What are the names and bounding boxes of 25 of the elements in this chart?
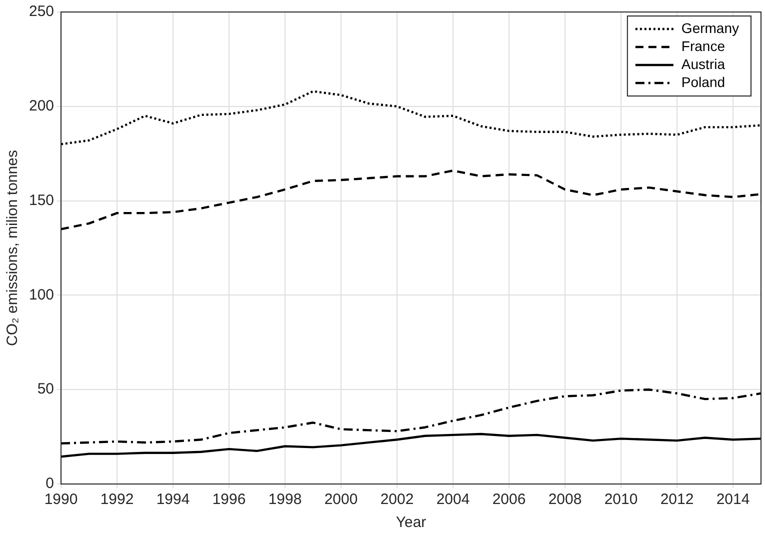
x-tick-label: 2014	[716, 491, 750, 508]
x-axis-title: Year	[396, 514, 426, 532]
x-tick-label: 1992	[100, 491, 134, 508]
y-tick-label: 200	[28, 98, 54, 115]
legend-label: France	[681, 38, 726, 54]
x-tick-label: 2002	[380, 491, 414, 508]
x-tick-label: 2008	[548, 491, 582, 508]
x-tick-label: 2000	[324, 491, 358, 508]
legend-label: Germany	[681, 20, 740, 36]
x-tick-label: 2004	[436, 491, 470, 508]
x-tick-label: 1998	[268, 491, 302, 508]
y-tick-label: 250	[28, 3, 54, 20]
x-tick-label: 1994	[156, 491, 190, 508]
legend-label: Poland	[681, 74, 726, 90]
x-tick-label: 2012	[660, 491, 694, 508]
y-tick-label: 0	[46, 475, 54, 492]
x-tick-label: 2010	[604, 491, 638, 508]
y-tick-label: 150	[28, 192, 54, 209]
x-tick-label: 2006	[492, 491, 526, 508]
x-tick-label: 1990	[44, 491, 78, 508]
y-tick-label: 100	[28, 286, 54, 304]
legend-label: Austria	[681, 56, 726, 72]
y-axis-title: CO₂ emissions, milion tonnes	[4, 150, 22, 346]
x-tick-label: 1996	[212, 491, 246, 508]
y-tick-label: 50	[37, 380, 54, 398]
